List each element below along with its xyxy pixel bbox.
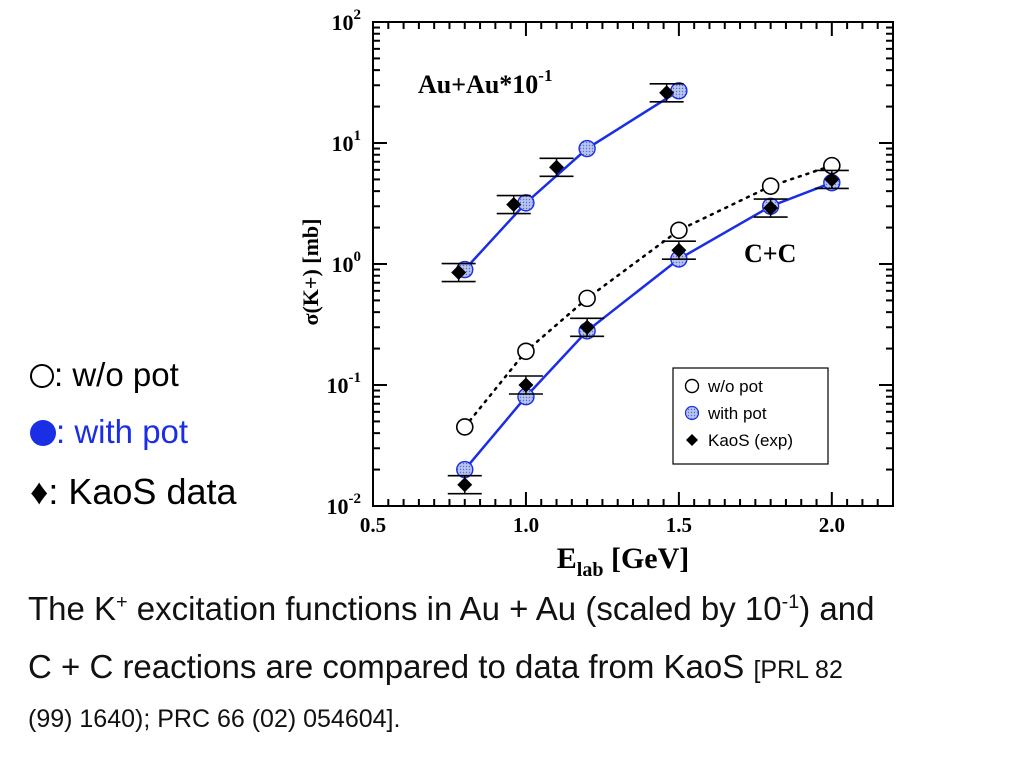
point-wo-pot — [578, 289, 596, 308]
x-tick-label: 0.5 — [360, 513, 386, 537]
point-kaos — [506, 197, 522, 213]
caption-text: C + C reactions are compared to data fro… — [28, 648, 754, 685]
filled-circle-icon — [30, 420, 56, 446]
y-tick-label: 100 — [332, 249, 362, 277]
legend-marker-wo-pot — [684, 378, 700, 394]
point-wo-pot — [455, 418, 474, 436]
point-wo-pot — [517, 342, 535, 361]
caption-reference: [PRL 82 — [753, 656, 843, 684]
caption-text: The K — [28, 590, 117, 627]
point-with-pot — [670, 82, 688, 100]
x-axis-label: Elab [GeV] — [557, 542, 690, 581]
legend-label: w/o pot — [707, 377, 763, 396]
y-tick-label: 10-2 — [327, 491, 362, 519]
point-with-pot — [517, 194, 535, 212]
diamond-icon: ♦ — [30, 471, 49, 512]
point-kaos — [549, 159, 565, 175]
series-line-C+C-wo-pot — [463, 164, 834, 429]
point-with-pot — [578, 139, 596, 158]
open-circle-icon — [30, 364, 54, 388]
caption-superscript: -1 — [781, 591, 800, 613]
point-kaos — [763, 200, 779, 216]
side-legend-kaos: ♦: KaoS data — [30, 472, 237, 512]
side-legend-wo-pot-label: : w/o pot — [54, 356, 179, 393]
caption-line-1: The K+ excitation functions in Au + Au (… — [28, 590, 874, 628]
point-kaos — [451, 265, 467, 281]
x-tick-label: 1.0 — [513, 513, 539, 537]
caption-text: ) and — [799, 590, 875, 627]
point-wo-pot — [670, 221, 688, 240]
series-line-Au+Au-with-pot — [463, 89, 680, 271]
caption-superscript: + — [116, 591, 128, 613]
x-tick-label: 1.5 — [666, 513, 692, 537]
y-tick-label: 102 — [332, 7, 362, 35]
caption-line-3: (99) 1640); PRC 66 (02) 054604]. — [28, 705, 400, 734]
legend-marker-with-pot — [684, 405, 700, 421]
point-kaos — [457, 477, 473, 493]
y-tick-label: 101 — [332, 128, 362, 156]
point-kaos — [659, 85, 675, 101]
legend-marker-kaos — [686, 434, 698, 446]
annotation-auau: Au+Au*10-1 — [418, 66, 552, 99]
legend-label: KaoS (exp) — [708, 431, 793, 450]
point-kaos — [518, 377, 534, 393]
caption-text: excitation functions in Au + Au (scaled … — [127, 590, 782, 627]
side-legend-wo-pot: : w/o pot — [30, 355, 179, 395]
y-tick-label: 10-1 — [327, 370, 362, 398]
point-kaos — [671, 242, 687, 258]
point-kaos — [824, 171, 840, 187]
y-axis-label: σ(K+) [mb] — [298, 219, 323, 326]
series-line-C+C-with-pot — [463, 181, 833, 471]
x-tick-label: 2.0 — [819, 513, 845, 537]
side-legend-with-pot: : with pot — [30, 412, 188, 452]
point-wo-pot — [761, 177, 780, 195]
caption-reference: (99) 1640); PRC 66 (02) 054604]. — [28, 705, 401, 733]
side-legend-with-pot-label: : with pot — [56, 413, 189, 450]
side-legend-kaos-label: : KaoS data — [48, 471, 237, 512]
caption-line-2: C + C reactions are compared to data fro… — [28, 648, 843, 686]
annotation-cc: C+C — [744, 239, 796, 268]
point-kaos — [579, 319, 595, 335]
legend-label: with pot — [707, 404, 767, 423]
